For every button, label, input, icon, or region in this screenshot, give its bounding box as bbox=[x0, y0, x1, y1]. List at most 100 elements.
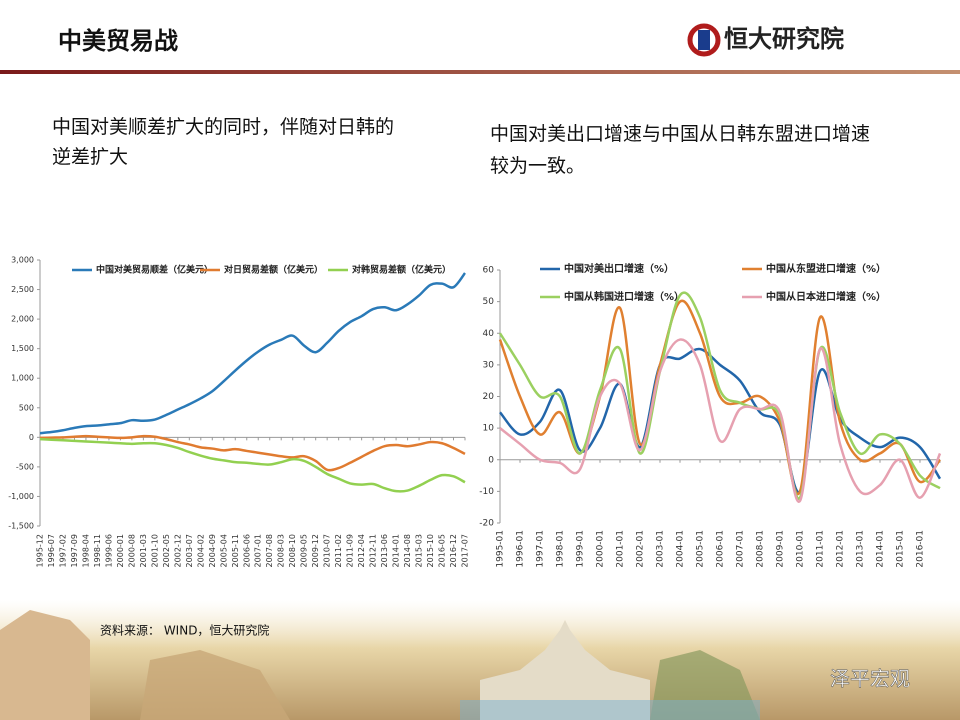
x-tick-label: 2000-01 bbox=[596, 530, 606, 568]
x-tick-label: 2009-05 bbox=[300, 534, 309, 567]
x-tick-label: 2006-06 bbox=[242, 534, 251, 567]
x-tick-label: 2001-10 bbox=[150, 534, 159, 567]
x-tick-label: 2011-09 bbox=[346, 534, 355, 567]
x-tick-label: 2012-11 bbox=[369, 534, 378, 567]
x-tick-label: 2010-07 bbox=[323, 534, 332, 567]
x-tick-label: 1997-01 bbox=[536, 530, 546, 568]
y-tick-label: 10 bbox=[483, 424, 495, 434]
x-tick-label: 1998-04 bbox=[81, 534, 90, 567]
x-tick-label: 2009-01 bbox=[776, 530, 786, 568]
x-tick-label: 2008-01 bbox=[756, 530, 766, 568]
y-tick-label: 1,000 bbox=[11, 374, 34, 383]
series-line bbox=[498, 291, 941, 500]
y-tick-label: 0 bbox=[488, 455, 494, 465]
series-line bbox=[39, 272, 467, 435]
x-tick-label: 2003-01 bbox=[656, 530, 666, 568]
x-tick-label: 2004-02 bbox=[196, 534, 205, 567]
x-tick-label: 2017-07 bbox=[461, 534, 470, 567]
x-tick-label: 2011-01 bbox=[816, 530, 826, 568]
x-tick-label: 2002-01 bbox=[636, 530, 646, 568]
x-tick-label: 2015-03 bbox=[415, 534, 424, 567]
y-tick-label: 40 bbox=[483, 329, 495, 339]
x-tick-label: 1998-11 bbox=[93, 534, 102, 567]
bottom-scenery bbox=[0, 600, 960, 720]
legend-label: 中国从东盟进口增速（%） bbox=[766, 262, 886, 275]
logo-text: 恒大研究院 bbox=[724, 25, 844, 53]
x-tick-label: 2009-12 bbox=[311, 534, 320, 567]
x-tick-label: 2013-06 bbox=[380, 534, 389, 567]
y-tick-label: -500 bbox=[16, 462, 34, 471]
x-tick-label: 2003-07 bbox=[185, 534, 194, 567]
chart: -20 -10 0 10 20 30 40 50 60 1995-01 1996-01 1997-01… bbox=[479, 262, 942, 568]
caption-box: 中国对美顺差扩大的同时，伴随对日韩的逆差扩大 bbox=[52, 116, 395, 168]
x-tick-label: 2002-05 bbox=[162, 534, 171, 567]
x-tick-label: 1998-01 bbox=[556, 530, 566, 568]
x-tick-label: 2008-03 bbox=[277, 534, 286, 567]
x-tick-label: 2001-01 bbox=[616, 530, 626, 568]
header-rule bbox=[0, 70, 960, 74]
x-tick-label: 2005-11 bbox=[231, 534, 240, 567]
x-tick-label: 1995-01 bbox=[496, 530, 506, 568]
x-tick-label: 1996-01 bbox=[516, 530, 526, 568]
x-tick-label: 2016-12 bbox=[449, 534, 458, 567]
x-tick-label: 2012-01 bbox=[836, 530, 846, 568]
x-tick-label: 2007-08 bbox=[265, 534, 274, 567]
series-line bbox=[499, 338, 942, 503]
x-tick-label: 2014-08 bbox=[403, 534, 412, 567]
y-tick-label: 50 bbox=[483, 297, 495, 307]
slide-title: 中美贸易战 bbox=[58, 27, 178, 55]
y-tick-label: 0 bbox=[29, 433, 34, 442]
y-tick-label: 20 bbox=[483, 392, 495, 402]
x-tick-label: 2011-02 bbox=[334, 534, 343, 567]
y-tick-label: -10 bbox=[479, 487, 494, 497]
x-tick-label: 2007-01 bbox=[254, 534, 263, 567]
x-tick-label: 2016-05 bbox=[438, 534, 447, 567]
logo: 恒大研究院 bbox=[687, 23, 844, 57]
y-tick-label: -20 bbox=[479, 519, 494, 529]
x-tick-label: 1999-01 bbox=[576, 530, 586, 568]
y-tick-label: 60 bbox=[483, 266, 495, 276]
series-line bbox=[39, 437, 466, 493]
chart: -1,500 -1,000 -500 0 500 1,000 1,500 2,000 2,500… bbox=[8, 256, 469, 568]
x-tick-label: 2015-10 bbox=[426, 534, 435, 567]
x-tick-label: 2012-04 bbox=[357, 534, 366, 567]
y-tick-label: 2,500 bbox=[11, 285, 34, 294]
watermark: 泽平宏观 bbox=[830, 667, 910, 691]
caption-box: 中国对美出口增速与中国从日韩东盟进口增速较为一致。 bbox=[490, 123, 870, 177]
y-tick-label: 3,000 bbox=[11, 256, 34, 265]
y-tick-label: -1,500 bbox=[8, 522, 34, 531]
x-tick-label: 2008-10 bbox=[288, 534, 297, 567]
series-line bbox=[499, 347, 942, 494]
x-tick-label: 2002-12 bbox=[173, 534, 182, 567]
legend-label: 对日贸易差额（亿美元） bbox=[224, 264, 323, 276]
x-tick-label: 1996-07 bbox=[47, 534, 56, 567]
legend-label: 中国从日本进口增速（%） bbox=[766, 290, 886, 303]
x-tick-label: 2015-01 bbox=[896, 530, 906, 568]
x-tick-label: 1997-02 bbox=[58, 534, 67, 567]
x-tick-label: 2014-01 bbox=[876, 530, 886, 568]
x-tick-label: 2006-01 bbox=[716, 530, 726, 568]
x-tick-label: 2007-01 bbox=[736, 530, 746, 568]
x-tick-label: 2005-01 bbox=[696, 530, 706, 568]
y-tick-label: 30 bbox=[483, 360, 495, 370]
x-tick-label: 2014-01 bbox=[392, 534, 401, 567]
x-tick-label: 2000-01 bbox=[116, 534, 125, 567]
y-tick-label: -1,000 bbox=[8, 492, 34, 501]
x-tick-label: 2005-04 bbox=[219, 534, 228, 567]
source-note: 资料来源： WIND，恒大研究院 bbox=[100, 623, 269, 638]
x-tick-label: 2016-01 bbox=[916, 530, 926, 568]
series-line bbox=[39, 434, 466, 472]
x-tick-label: 2010-01 bbox=[796, 530, 806, 568]
x-tick-label: 2013-01 bbox=[856, 530, 866, 568]
legend-label: 对韩贸易差额（亿美元） bbox=[352, 264, 451, 276]
legend-label: 中国对美出口增速（%） bbox=[564, 262, 674, 275]
x-tick-label: 2001-03 bbox=[139, 534, 148, 567]
legend-label: 中国从韩国进口增速（%） bbox=[564, 290, 684, 303]
x-tick-label: 1995-12 bbox=[36, 534, 45, 567]
caption-right: 中国对美出口增速与中国从日韩东盟进口增速较为一致。 bbox=[490, 123, 870, 177]
legend-label: 中国对美贸易顺差（亿美元） bbox=[96, 264, 213, 276]
y-tick-label: 500 bbox=[19, 403, 34, 412]
x-tick-label: 2004-09 bbox=[208, 534, 217, 567]
caption-left: 中国对美顺差扩大的同时，伴随对日韩的逆差扩大 bbox=[52, 116, 395, 168]
